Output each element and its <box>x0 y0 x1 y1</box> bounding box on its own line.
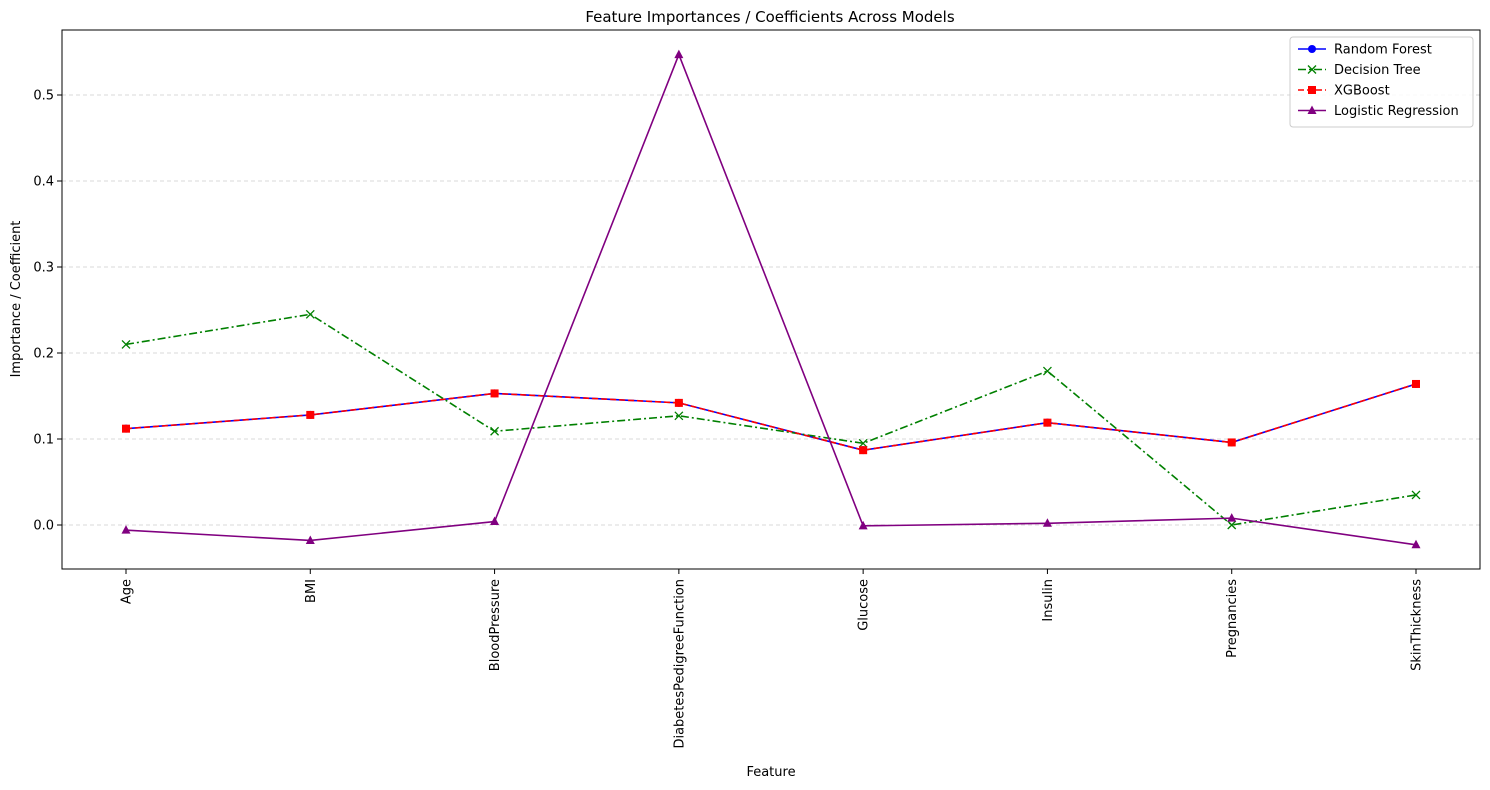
y-axis-label: Importance / Coefficient <box>9 221 24 378</box>
data-point <box>121 525 131 534</box>
legend-marker <box>1308 45 1316 53</box>
x-tick-label: Insulin <box>1041 579 1056 622</box>
data-point <box>122 424 130 433</box>
legend-label: Logistic Regression <box>1334 104 1459 119</box>
data-point <box>1227 438 1236 447</box>
series-decision-tree <box>121 309 1421 530</box>
legend-marker <box>1307 65 1317 74</box>
y-tick-label: 0.4 <box>33 175 54 190</box>
series-xgboost <box>122 379 1420 455</box>
data-point <box>674 411 684 421</box>
data-point <box>858 520 868 530</box>
data-point <box>305 309 315 319</box>
x-axis-label: Feature <box>746 765 795 780</box>
data-point <box>1411 490 1421 500</box>
series-line <box>125 313 1417 526</box>
chart-title: Feature Importances / Coefficients Acros… <box>585 8 955 26</box>
y-tick-label: 0.0 <box>33 519 54 534</box>
x-tick-label: Pregnancies <box>1225 579 1240 658</box>
data-point <box>1411 539 1421 549</box>
data-point <box>1227 520 1237 530</box>
y-tick-label: 0.1 <box>33 433 54 448</box>
data-point <box>674 398 683 407</box>
x-tick-label: SkinThickness <box>1410 579 1425 671</box>
x-tick-label: BMI <box>304 579 319 603</box>
plot-frame <box>61 29 1481 570</box>
series-line <box>125 383 1417 451</box>
legend-marker <box>1307 105 1317 114</box>
data-point <box>490 426 500 436</box>
y-tick-label: 0.2 <box>33 347 54 362</box>
series-line <box>125 53 1417 546</box>
series-logistic-regression <box>121 49 1421 549</box>
legend-box <box>1289 36 1474 128</box>
data-point <box>859 446 868 455</box>
data-point <box>1227 513 1237 522</box>
legend-marker <box>1308 86 1316 94</box>
legend-label: Decision Tree <box>1334 63 1421 78</box>
data-point <box>858 438 868 448</box>
data-point <box>1043 418 1052 427</box>
y-tick-label: 0.3 <box>33 261 54 276</box>
series-layer <box>121 49 1421 549</box>
legend-item: XGBoost <box>1298 84 1390 99</box>
x-tick-label: Glucose <box>857 579 872 631</box>
data-point <box>1042 366 1052 376</box>
legend-item: Random Forest <box>1298 43 1432 58</box>
data-point <box>490 389 499 398</box>
legend-label: XGBoost <box>1334 84 1390 99</box>
data-point <box>1412 379 1420 388</box>
grid-lines <box>62 94 1480 526</box>
data-point <box>674 49 684 59</box>
legend-item: Decision Tree <box>1298 63 1421 78</box>
data-point <box>490 516 500 526</box>
legend: Random Forest Decision Tree XGBoost Logisti… <box>1289 36 1474 128</box>
y-tick-label: 0.5 <box>33 89 54 104</box>
data-point <box>306 410 315 419</box>
x-tick-label: DiabetesPedigreeFunction <box>672 579 687 749</box>
x-axis: Age BMI BloodPressure DiabetesPedigreeFunct… <box>120 569 1425 749</box>
legend-label: Random Forest <box>1334 43 1432 58</box>
legend-item: Logistic Regression <box>1298 104 1459 119</box>
data-point <box>305 535 315 544</box>
x-tick-label: Age <box>120 579 135 604</box>
data-point <box>121 339 131 349</box>
data-point <box>1042 518 1052 527</box>
x-tick-label: BloodPressure <box>488 579 503 671</box>
y-axis: 0.0 0.1 0.2 0.3 0.4 0.5 <box>33 89 62 534</box>
